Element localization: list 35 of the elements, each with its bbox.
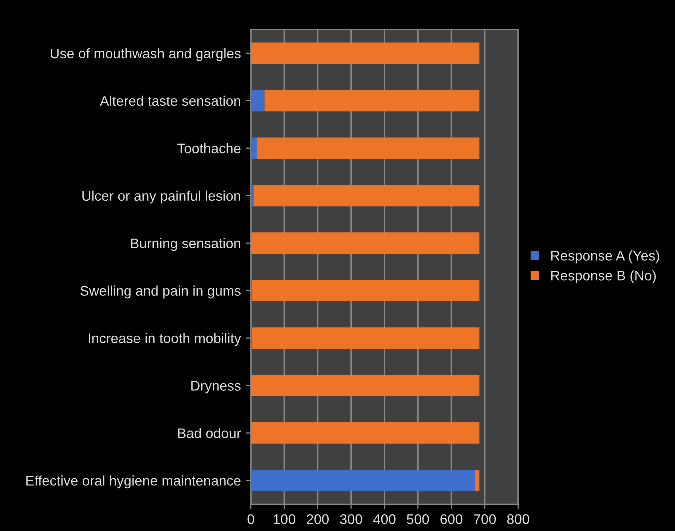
y-tick-label: Use of mouthwash and gargles <box>50 48 241 62</box>
y-tick-label: Altered taste sensation <box>100 96 240 106</box>
bar <box>251 138 258 160</box>
x-tick-label: 600 <box>440 514 463 524</box>
x-tick-label: 400 <box>373 514 396 524</box>
bar <box>264 90 480 112</box>
bar <box>252 280 480 302</box>
bar <box>251 232 480 254</box>
legend-label: Response A (Yes) <box>551 250 660 264</box>
x-tick-label: 500 <box>407 514 430 524</box>
x-tick-label: 300 <box>340 514 362 524</box>
y-tick-label: Effective oral hygiene maintenance <box>26 476 241 489</box>
y-tick-label: Increase in tooth mobility <box>89 333 242 346</box>
y-tick-label: Dryness <box>192 381 241 394</box>
y-tick-label: Toothache <box>178 143 241 154</box>
x-tick-label: 0 <box>248 514 254 524</box>
bar <box>251 90 265 112</box>
bar <box>254 185 480 207</box>
y-tick-label: Bad odour <box>178 428 242 438</box>
y-tick-label: Ulcer or any painful lesion <box>82 190 240 204</box>
bar <box>257 138 480 160</box>
x-tick-label: 100 <box>274 514 296 524</box>
x-tick-label: 800 <box>507 514 530 524</box>
bar <box>251 422 480 444</box>
legend-label: Response B (No) <box>551 270 656 284</box>
bar <box>251 185 254 207</box>
bar <box>251 470 476 492</box>
x-tick-label: 200 <box>307 514 329 524</box>
y-tick-label: Burning sensation <box>131 238 240 252</box>
bar <box>475 470 480 492</box>
x-tick-label: 700 <box>474 514 496 524</box>
y-tick-label: Swelling and pain in gums <box>80 286 241 299</box>
bar <box>252 328 480 349</box>
bar <box>251 42 480 64</box>
bar <box>251 375 480 396</box>
